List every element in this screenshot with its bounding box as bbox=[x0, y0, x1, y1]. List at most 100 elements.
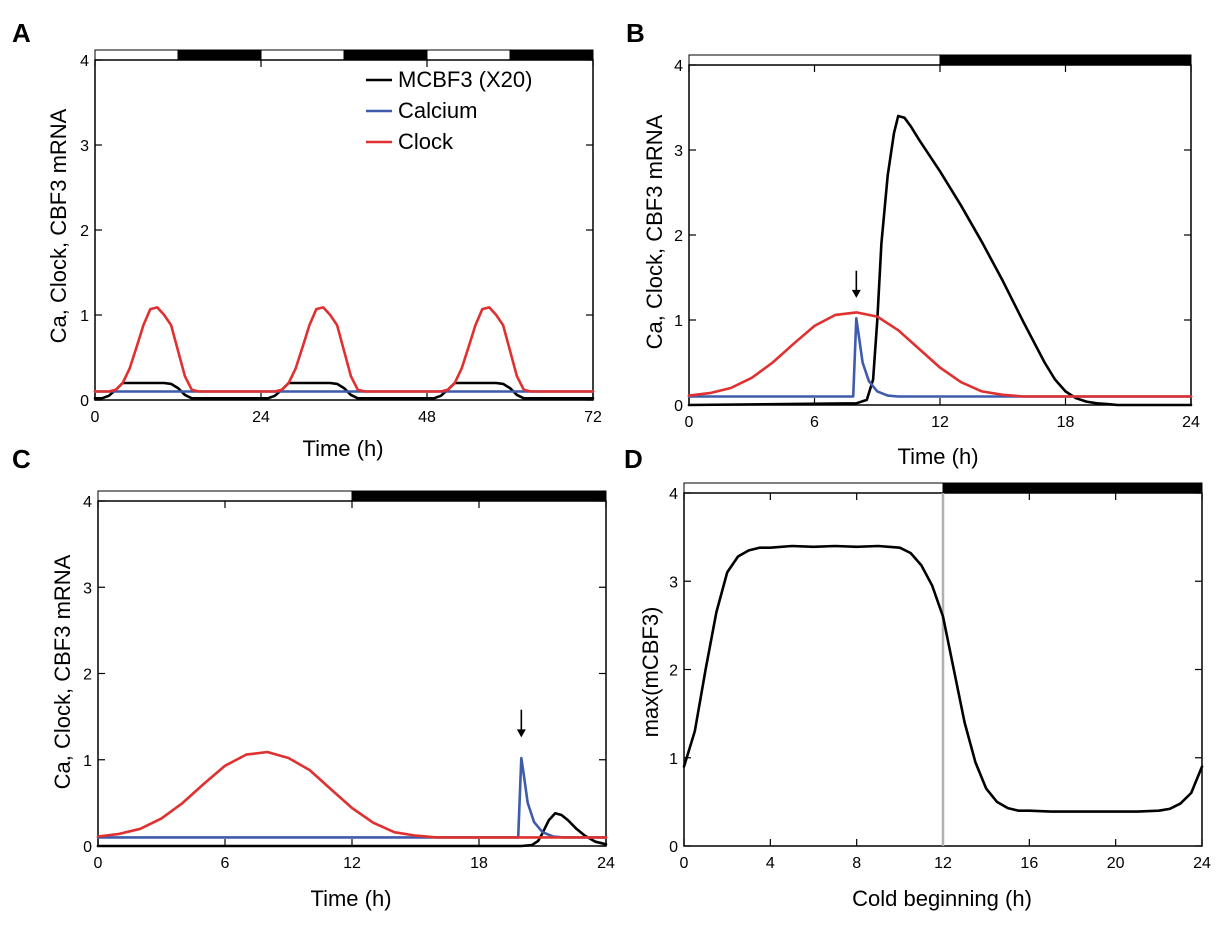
y-tick-label-2: 2 bbox=[674, 228, 683, 245]
panel-letter-d: D bbox=[624, 444, 643, 474]
photoperiod-dark-12 bbox=[942, 482, 1203, 494]
axis-ticks: 0 24 48 72 0 1 2 3 4 bbox=[80, 53, 602, 426]
annotations bbox=[516, 709, 526, 738]
plot-frame bbox=[688, 64, 1192, 406]
legend-label-mcbf3: MCBF3 (X20) bbox=[398, 67, 532, 92]
y-axis-title: Ca, Clock, CBF3 mRNA bbox=[50, 554, 75, 789]
arrow-down-icon bbox=[516, 729, 526, 738]
series-line-mcbf3-x20 bbox=[687, 114, 1193, 407]
series-layer bbox=[96, 750, 608, 848]
series-line-mcbf3-x20 bbox=[96, 811, 608, 848]
legend-label-calcium: Calcium bbox=[398, 98, 477, 123]
photoperiod-light-48 bbox=[426, 49, 511, 61]
y-tick-label-1: 1 bbox=[669, 751, 678, 768]
y-tick-label-2: 2 bbox=[83, 667, 92, 684]
x-axis-title: Cold beginning (h) bbox=[852, 886, 1032, 911]
photoperiod-light-0 bbox=[94, 49, 179, 61]
y-tick-label-0: 0 bbox=[674, 398, 683, 415]
y-tick-label-3: 3 bbox=[83, 580, 92, 597]
series-layer bbox=[687, 114, 1193, 407]
y-axis-title: max(mCBF3) bbox=[638, 607, 663, 738]
x-tick-label-24: 24 bbox=[1182, 414, 1200, 431]
x-tick-label-0: 0 bbox=[680, 855, 689, 872]
x-tick-label-12: 12 bbox=[931, 414, 949, 431]
x-tick-label-72: 72 bbox=[584, 409, 602, 426]
series-line-calcium bbox=[96, 756, 608, 839]
photoperiod-dark-36 bbox=[343, 49, 428, 61]
y-axis-title: Ca, Clock, CBF3 mRNA bbox=[46, 108, 71, 343]
y-tick-label-0: 0 bbox=[80, 393, 89, 410]
y-axis-title: Ca, Clock, CBF3 mRNA bbox=[642, 114, 667, 349]
series-line-clock bbox=[93, 306, 595, 393]
x-axis-title: Time (h) bbox=[302, 436, 383, 461]
x-axis-title: Time (h) bbox=[897, 444, 978, 469]
photoperiod-dark-12 bbox=[351, 490, 607, 502]
y-tick-label-1: 1 bbox=[674, 313, 683, 330]
plot-frame bbox=[97, 500, 607, 847]
y-tick-label-4: 4 bbox=[669, 486, 678, 503]
x-tick-label-18: 18 bbox=[470, 855, 488, 872]
x-tick-label-0: 0 bbox=[685, 414, 694, 431]
panel-letter-c: C bbox=[12, 444, 31, 474]
x-tick-label-16: 16 bbox=[1020, 855, 1038, 872]
x-tick-label-24: 24 bbox=[252, 409, 270, 426]
panel-letter-b: B bbox=[626, 18, 645, 48]
arrow-down-icon bbox=[851, 289, 861, 298]
series-line-clock bbox=[96, 750, 608, 839]
y-tick-label-1: 1 bbox=[80, 308, 89, 325]
y-tick-label-3: 3 bbox=[669, 574, 678, 591]
y-tick-label-4: 4 bbox=[80, 53, 89, 70]
series-layer bbox=[682, 544, 1204, 813]
panel-a: A 0 24 48 72 0 1 2 3 4 MCBF3 (X20) Calcium Clock… bbox=[12, 18, 602, 461]
x-tick-label-4: 4 bbox=[766, 855, 775, 872]
x-tick-label-18: 18 bbox=[1057, 414, 1075, 431]
x-tick-label-0: 0 bbox=[91, 409, 100, 426]
x-tick-label-24: 24 bbox=[597, 855, 615, 872]
y-tick-label-4: 4 bbox=[674, 58, 683, 75]
x-tick-label-0: 0 bbox=[94, 855, 103, 872]
y-tick-label-3: 3 bbox=[674, 143, 683, 160]
panel-letter-a: A bbox=[12, 18, 31, 48]
series-line-clock bbox=[687, 311, 1193, 398]
x-tick-label-6: 6 bbox=[221, 855, 230, 872]
y-tick-label-1: 1 bbox=[83, 753, 92, 770]
series-line-mcbf3-x20 bbox=[93, 381, 595, 400]
photoperiod-light-24 bbox=[260, 49, 345, 61]
x-axis-title: Time (h) bbox=[310, 886, 391, 911]
legend-label-clock: Clock bbox=[398, 129, 454, 154]
y-tick-label-2: 2 bbox=[80, 223, 89, 240]
x-tick-label-12: 12 bbox=[934, 855, 952, 872]
series-layer bbox=[93, 306, 595, 400]
x-tick-label-12: 12 bbox=[343, 855, 361, 872]
y-tick-label-3: 3 bbox=[80, 138, 89, 155]
photoperiod-light-0 bbox=[683, 482, 944, 494]
x-tick-label-24: 24 bbox=[1193, 855, 1211, 872]
light-dark-bar bbox=[97, 490, 607, 502]
legend: MCBF3 (X20) Calcium Clock bbox=[366, 67, 532, 154]
y-tick-label-2: 2 bbox=[669, 663, 678, 680]
x-tick-label-8: 8 bbox=[852, 855, 861, 872]
light-dark-bar bbox=[688, 54, 1192, 66]
photoperiod-dark-12 bbox=[177, 49, 262, 61]
photoperiod-dark-60 bbox=[509, 49, 594, 61]
y-tick-label-0: 0 bbox=[669, 839, 678, 856]
y-tick-label-0: 0 bbox=[83, 839, 92, 856]
x-tick-label-6: 6 bbox=[810, 414, 819, 431]
y-tick-label-4: 4 bbox=[83, 494, 92, 511]
photoperiod-light-0 bbox=[97, 490, 353, 502]
photoperiod-dark-12 bbox=[939, 54, 1192, 66]
x-tick-label-20: 20 bbox=[1107, 855, 1125, 872]
series-line-calcium bbox=[687, 317, 1193, 398]
series-line-max-mcbf3 bbox=[682, 544, 1204, 813]
annotations bbox=[851, 270, 861, 298]
x-tick-label-48: 48 bbox=[418, 409, 436, 426]
light-dark-bar bbox=[683, 482, 1203, 494]
photoperiod-light-0 bbox=[688, 54, 941, 66]
